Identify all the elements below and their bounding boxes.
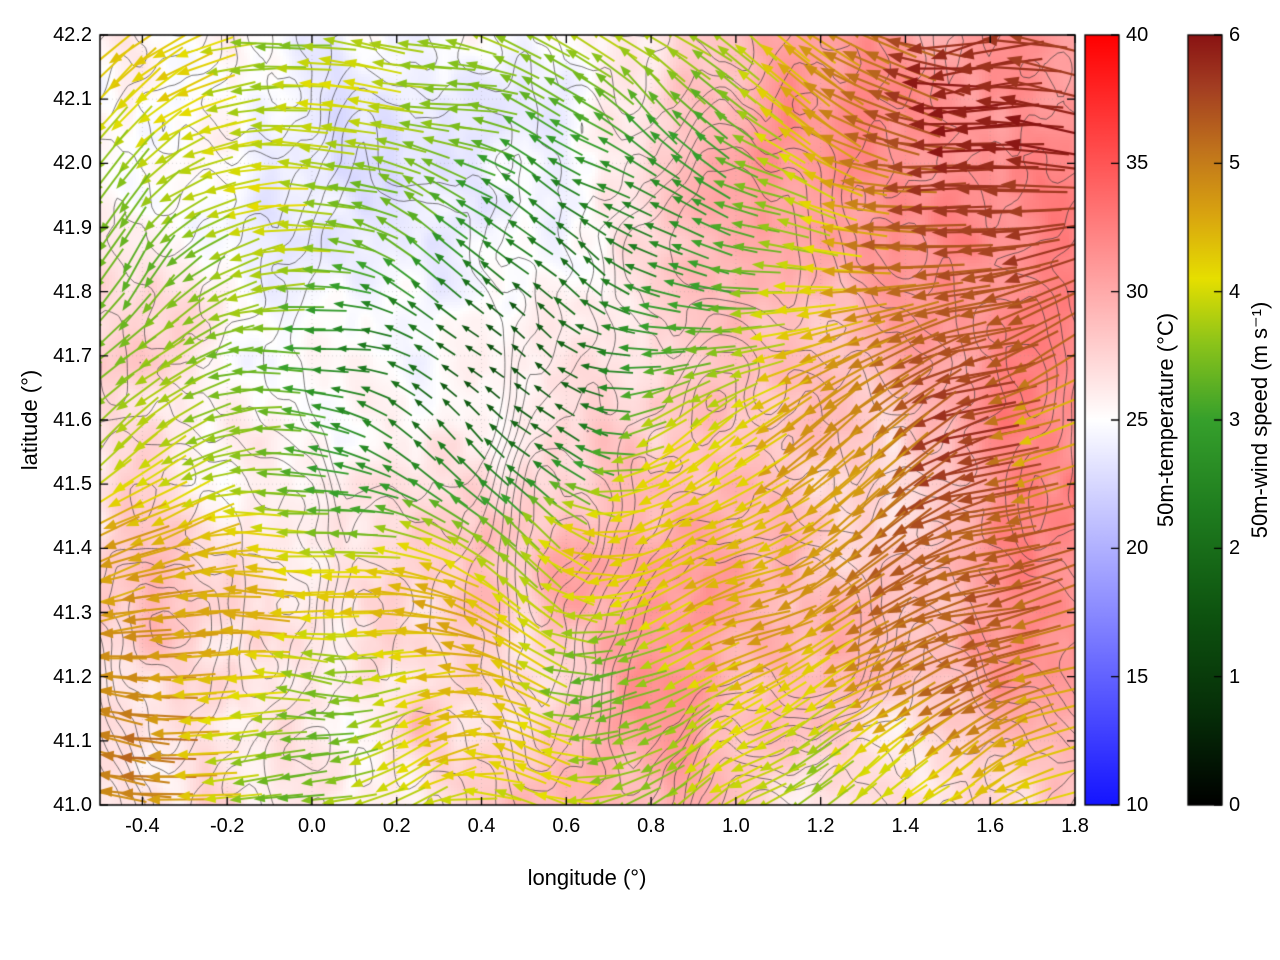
x-tick-label: 0.0 [298, 815, 326, 837]
wind-colorbar-tick-label: 4 [1229, 280, 1241, 303]
x-tick-label: 1.6 [976, 815, 1005, 837]
y-tick-label: 41.5 [53, 473, 92, 496]
x-tick-label: -0.4 [125, 815, 160, 837]
x-tick-label: 0.4 [467, 815, 496, 837]
x-tick-label: 0.6 [552, 815, 581, 837]
y-tick-label: 41.9 [53, 216, 92, 239]
y-tick-label: 41.8 [53, 280, 92, 303]
wind-colorbar-tick-label: 6 [1229, 24, 1241, 46]
y-tick-label: 41.2 [53, 665, 92, 688]
y-tick-label: 41.7 [53, 344, 92, 367]
wind-colorbar-tick-label: 2 [1229, 537, 1241, 560]
temperature-colorbar-tick-label: 25 [1126, 409, 1149, 431]
temperature-colorbar-tick-label: 20 [1126, 537, 1149, 560]
x-tick-label: -0.2 [209, 815, 245, 837]
x-tick-label: 1.0 [721, 815, 750, 837]
wind-colorbar-tick-label: 5 [1229, 152, 1241, 175]
temperature-colorbar-tick-label: 35 [1126, 152, 1149, 175]
wind-colorbar-tick-label: 1 [1229, 665, 1241, 688]
y-tick-label: 41.1 [53, 729, 92, 752]
y-tick-label: 41.4 [53, 537, 92, 560]
y-tick-label: 42.2 [53, 24, 92, 46]
x-tick-label: 0.8 [637, 815, 665, 837]
x-tick-label: 1.4 [891, 815, 920, 837]
x-axis-title: longitude (°) [527, 865, 647, 890]
y-tick-label: 41.6 [53, 409, 92, 431]
temperature-colorbar-tick-label: 15 [1126, 665, 1149, 688]
y-tick-label: 42.1 [53, 88, 92, 111]
temperature-colorbar-tick-label: 30 [1126, 280, 1149, 303]
wind-colorbar-tick-label: 0 [1229, 794, 1241, 816]
y-tick-label: 42.0 [53, 152, 92, 175]
wind-colorbar-tick-label: 3 [1229, 409, 1241, 431]
y-tick-label: 41.0 [53, 794, 92, 816]
x-tick-label: 1.2 [806, 815, 835, 837]
temperature-colorbar-tick-label: 40 [1126, 24, 1149, 46]
x-tick-label: 1.8 [1061, 815, 1089, 837]
temperature-colorbar-tick-label: 10 [1126, 794, 1149, 816]
y-tick-label: 41.3 [53, 601, 92, 624]
x-tick-label: 0.2 [382, 815, 411, 837]
